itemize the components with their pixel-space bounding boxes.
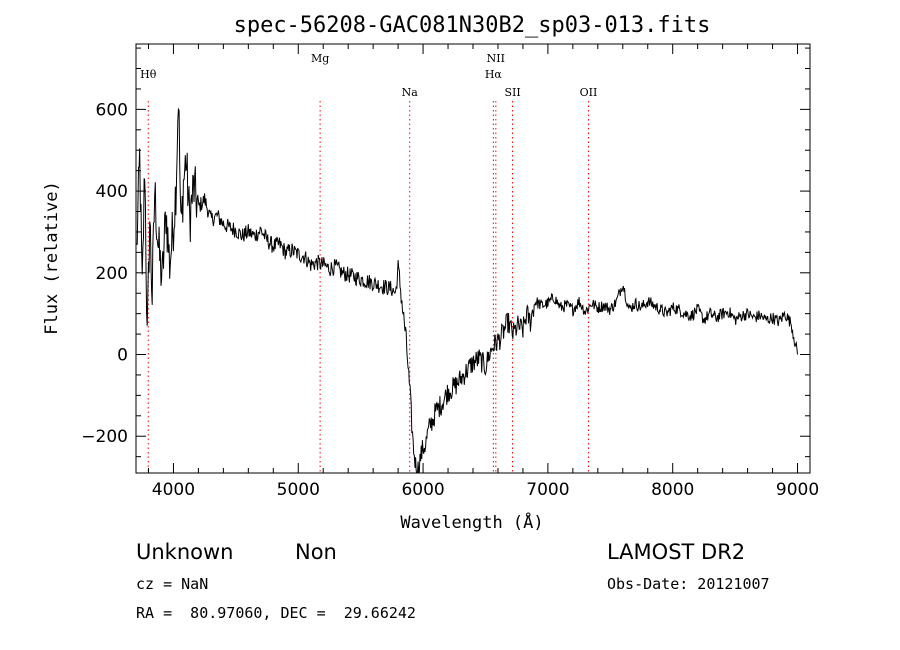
ra-dec: RA = 80.97060, DEC = 29.66242	[136, 604, 416, 622]
y-tick-label: 600	[96, 100, 128, 120]
line-label: Hθ	[140, 68, 157, 81]
spectrum-line	[136, 107, 798, 474]
line-label: NII	[487, 52, 505, 65]
object-subclass: Non	[295, 540, 337, 564]
x-tick-label: 6000	[401, 480, 444, 500]
x-tick-label: 9000	[776, 480, 819, 500]
line-label: Na	[402, 86, 419, 99]
line-label: OII	[580, 86, 598, 99]
y-tick-label: 0	[117, 346, 128, 366]
plot-axes: 4000 5000 6000 7000 8000 9000 −200 0 200 400 600	[81, 43, 819, 500]
redshift-cz: cz = NaN	[136, 575, 209, 593]
x-axis-label: Wavelength (Å)	[400, 511, 543, 533]
line-label: Mg	[311, 52, 329, 65]
y-tick-label: 200	[96, 264, 128, 284]
line-label: SII	[504, 86, 520, 99]
y-tick-label: 400	[96, 182, 128, 202]
x-tick-label: 5000	[277, 480, 320, 500]
spectrum-series	[136, 107, 798, 474]
object-class: Unknown	[136, 540, 234, 564]
x-tick-label: 8000	[651, 480, 694, 500]
survey-name: LAMOST DR2	[607, 540, 746, 564]
chart-title: spec-56208-GAC081N30B2_sp03-013.fits	[234, 13, 711, 38]
obs-date: Obs-Date: 20121007	[607, 575, 770, 593]
y-tick-label: −200	[81, 427, 128, 447]
x-tick-label: 4000	[152, 480, 195, 500]
line-label: Hα	[485, 68, 503, 81]
y-axis-label: Flux (relative)	[42, 181, 62, 335]
plot-frame	[135, 43, 811, 474]
x-tick-label: 7000	[526, 480, 569, 500]
